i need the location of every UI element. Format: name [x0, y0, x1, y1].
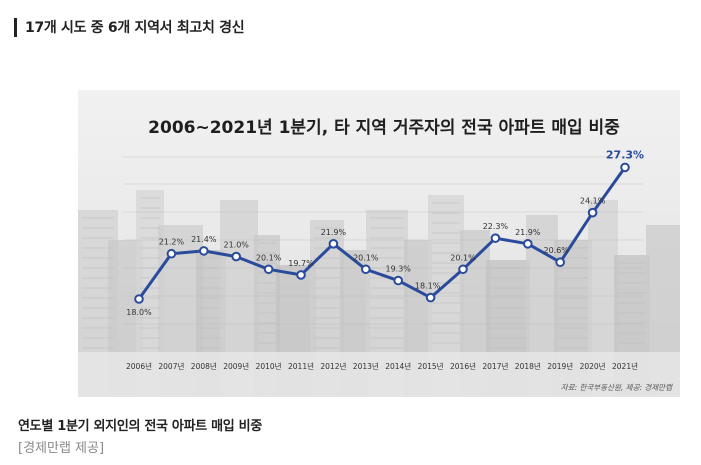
figure-caption: 연도별 1분기 외지인의 전국 아파트 매입 비중	[18, 419, 262, 434]
x-tick-label: 2012년	[320, 361, 346, 371]
x-tick-label: 2006년	[126, 361, 152, 371]
x-tick-label: 2007년	[158, 361, 184, 371]
data-label: 21.2%	[159, 238, 185, 247]
data-point	[361, 264, 371, 275]
data-point	[587, 207, 598, 218]
series-line	[137, 165, 627, 301]
data-point	[199, 246, 209, 256]
data-point	[328, 239, 339, 249]
figure-credit: [경제만랩 제공]	[18, 441, 105, 456]
chart-figure: 2006~2021년 1분기, 타 지역 거주자의 전국 아파트 매입 비중 1…	[78, 90, 680, 397]
data-point	[134, 294, 144, 304]
x-tick-label: 2021년	[612, 361, 638, 371]
x-tick-label: 2017년	[482, 361, 508, 371]
data-point	[490, 233, 501, 243]
data-label: 19.3%	[385, 265, 411, 274]
data-label: 18.0%	[126, 308, 152, 317]
data-points-layer	[134, 162, 630, 304]
x-tick-label: 2010년	[256, 361, 282, 371]
article-heading: 17개 시도 중 6개 지역서 최고치 경신	[14, 16, 245, 38]
data-label: 22.3%	[483, 222, 509, 231]
data-point	[231, 251, 241, 262]
data-label: 20.1%	[256, 253, 282, 262]
chart-source-note: 자료: 한국부동산원, 제공: 경제만랩	[561, 383, 673, 392]
heading-accent-bar	[14, 17, 17, 37]
data-point	[166, 248, 177, 259]
data-label: 19.7%	[288, 259, 314, 268]
data-point	[458, 264, 468, 275]
data-label: 21.4%	[191, 235, 217, 244]
x-tick-label: 2008년	[191, 361, 217, 371]
data-point	[523, 239, 533, 249]
axis-band	[78, 352, 680, 397]
article-heading-text: 17개 시도 중 6개 지역서 최고치 경신	[25, 20, 245, 36]
data-label: 21.0%	[223, 241, 249, 250]
data-label: 24.1%	[580, 197, 606, 206]
x-tick-label: 2015년	[418, 361, 444, 371]
data-label: 27.3%	[606, 148, 644, 161]
data-label: 18.1%	[415, 282, 441, 291]
x-tick-label: 2019년	[547, 361, 573, 371]
data-point	[555, 257, 566, 268]
data-point	[296, 270, 306, 280]
x-axis-tick-labels: 2006년 2007년 2008년 2009년 2010년 2011년 2012년 2013년…	[126, 361, 638, 371]
x-tick-label: 2016년	[450, 361, 476, 371]
data-label: 20.6%	[543, 246, 569, 255]
series-line-layer	[137, 165, 627, 301]
chart-gridlines	[123, 156, 643, 325]
data-label: 21.9%	[321, 228, 347, 237]
data-point	[620, 162, 630, 173]
x-tick-label: 2013년	[353, 361, 379, 371]
x-tick-label: 2011년	[288, 361, 314, 371]
x-tick-label: 2014년	[385, 361, 411, 371]
data-label: 20.1%	[450, 253, 476, 262]
chart-title: 2006~2021년 1분기, 타 지역 거주자의 전국 아파트 매입 비중	[148, 118, 620, 138]
data-point	[393, 275, 404, 286]
x-tick-label: 2020년	[580, 361, 606, 371]
x-tick-label: 2009년	[223, 361, 249, 371]
data-point	[425, 292, 436, 303]
data-point	[263, 264, 274, 275]
line-chart: 2006~2021년 1분기, 타 지역 거주자의 전국 아파트 매입 비중 1…	[78, 90, 680, 397]
data-labels-layer: 18.0% 21.2% 21.4% 21.0% 20.1% 19.7% 21.9% 20.1%…	[126, 148, 644, 317]
data-label: 20.1%	[353, 253, 379, 262]
data-label: 21.9%	[515, 228, 541, 237]
x-tick-label: 2018년	[515, 361, 541, 371]
